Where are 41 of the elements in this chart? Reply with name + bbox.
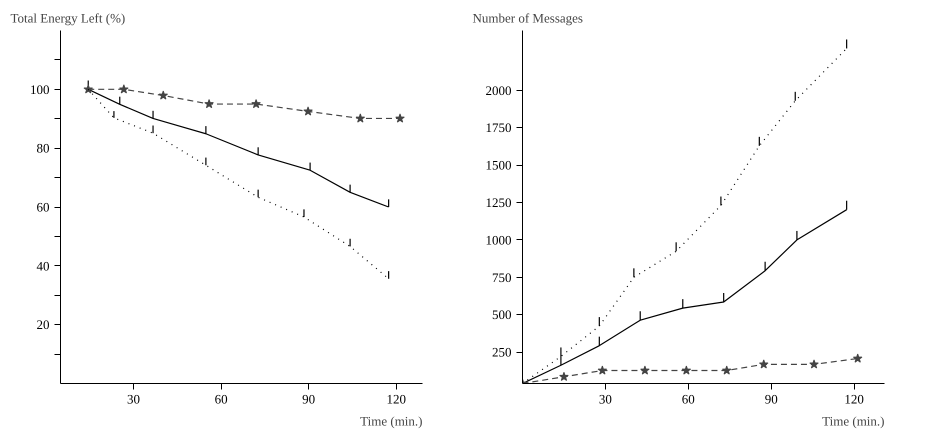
- x-axis-title: Time (min.): [822, 414, 884, 428]
- x-tick-label: 30: [126, 392, 140, 406]
- point: [598, 365, 608, 375]
- y-tick-label: 500: [492, 307, 512, 322]
- point: [559, 372, 569, 381]
- y-tick-label: 40: [36, 258, 50, 274]
- x-tick-label: 120: [844, 392, 864, 406]
- x-tick-label: 30: [598, 392, 612, 406]
- x-tick-label: 120: [386, 392, 406, 406]
- y-tick-label: 750: [492, 270, 512, 285]
- y-tick-label: 100: [30, 82, 50, 97]
- x-axis-title: Time (min.): [360, 414, 422, 428]
- point: [83, 84, 94, 94]
- y-tick-label: 1000: [486, 232, 512, 248]
- point: [356, 113, 366, 123]
- y-tick-label: 250: [492, 344, 512, 360]
- y-tick-label: 60: [36, 200, 50, 214]
- point: [809, 359, 819, 368]
- point: [395, 113, 405, 123]
- point: [682, 365, 692, 375]
- y-axis-title: Number of Messages: [472, 10, 583, 26]
- y-axis-title: Total Energy Left (%): [10, 10, 126, 26]
- point: [119, 84, 129, 94]
- point: [204, 99, 214, 108]
- point: [852, 354, 862, 363]
- x-tick-label: 60: [214, 392, 228, 406]
- point: [158, 90, 168, 100]
- y-tick-label: 1750: [486, 120, 512, 136]
- point: [303, 106, 313, 116]
- y-tick-label: 1500: [486, 158, 512, 173]
- point: [758, 359, 769, 368]
- y-tick-label: 1250: [486, 195, 512, 210]
- point: [640, 365, 650, 375]
- y-tick-label: 20: [36, 317, 50, 332]
- point: [722, 365, 732, 375]
- x-tick-label: 60: [682, 392, 695, 406]
- x-tick-label: 90: [302, 392, 316, 406]
- point: [251, 99, 261, 108]
- y-tick-label: 80: [36, 140, 50, 156]
- y-tick-label: 2000: [486, 82, 512, 98]
- x-tick-label: 90: [764, 392, 778, 406]
